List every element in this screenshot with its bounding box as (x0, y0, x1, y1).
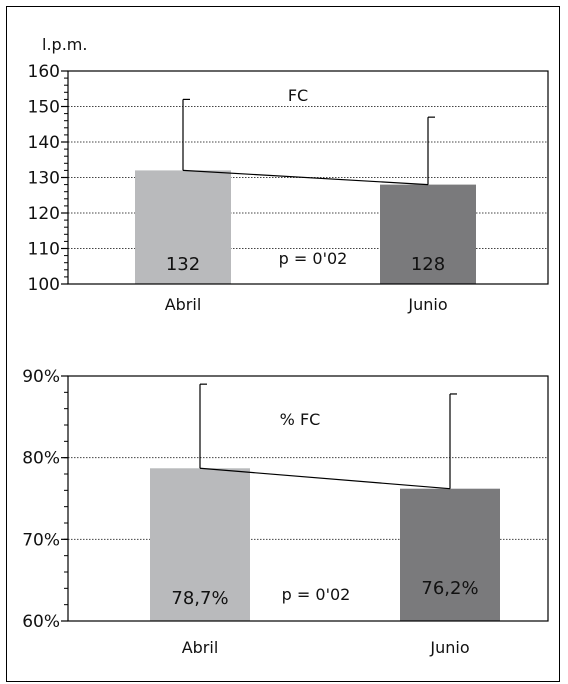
chart1-y-tick-label: 160 (28, 62, 60, 82)
chart2-y-tick-label: 60% (22, 612, 60, 632)
chart1-y-tick-label: 100 (28, 275, 60, 295)
chart2-y-tick-labels: 60% 70% 80% 90% (22, 367, 68, 632)
chart1-y-tick-label: 150 (28, 98, 60, 118)
chart1-connecting-line (182, 169, 429, 186)
chart2-y-tick-label: 80% (22, 449, 60, 469)
chart2-data-label-junio: 76,2% (421, 578, 478, 599)
chart1-error-bars (182, 98, 435, 186)
chart1-y-tick-label: 110 (28, 240, 60, 260)
chart2-connecting-line (199, 467, 451, 490)
chart1-y-tick-labels: 100 110 120 130 140 150 160 (28, 62, 68, 295)
chart1-x-label-abril: Abril (165, 295, 202, 314)
chart1-y-axis-label: l.p.m. (42, 35, 87, 54)
chart1-data-label-abril: 132 (166, 254, 200, 275)
chart2-error-bars (199, 383, 457, 490)
chart1-bars (135, 170, 476, 284)
chart1-bar-abril (135, 170, 231, 284)
chart2-p-value: p = 0'02 (282, 585, 351, 604)
chart2-data-label-abril: 78,7% (171, 588, 228, 609)
chart1-p-value: p = 0'02 (279, 249, 348, 268)
chart-heart-rate-percent: 60% 70% 80% 90% % FC p = 0'02 Abril Junio 7… (22, 367, 549, 657)
chart2-bar-junio (400, 488, 500, 621)
chart1-data-label-junio: 128 (411, 254, 445, 275)
chart2-minor-ticks (64, 375, 68, 622)
chart1-minor-ticks (64, 70, 68, 285)
chart1-y-tick-label: 140 (28, 133, 60, 153)
chart1-title: FC (288, 86, 308, 105)
chart2-axes (67, 375, 549, 622)
chart2-bars (150, 468, 500, 621)
chart2-x-label-abril: Abril (182, 638, 219, 657)
chart1-x-label-junio: Junio (407, 295, 447, 314)
chart2-plot-frame (67, 375, 549, 622)
chart-heart-rate: 100 110 120 130 140 150 160 l.p.m. FC p = 0'02… (28, 35, 549, 314)
chart2-y-tick-label: 90% (22, 367, 60, 387)
chart2-y-tick-label: 70% (22, 530, 60, 550)
chart2-x-label-junio: Junio (429, 638, 469, 657)
chart1-y-tick-label: 130 (28, 169, 60, 189)
chart1-y-tick-label: 120 (28, 204, 60, 224)
chart2-bar-abril (150, 468, 250, 621)
chart2-title: % FC (280, 410, 321, 429)
chart1-bar-junio (380, 184, 476, 284)
